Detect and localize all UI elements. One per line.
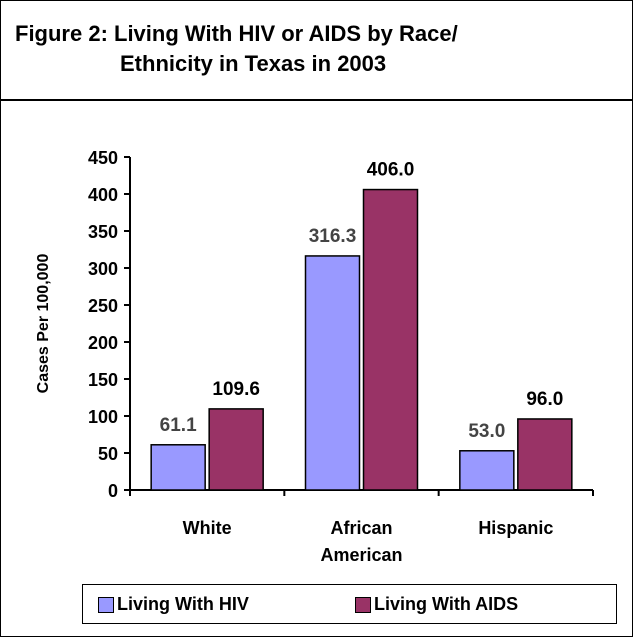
x-category-label: African bbox=[330, 518, 392, 538]
y-axis-label: Cases Per 100,000 bbox=[35, 254, 52, 394]
title-box: Figure 2: Living With HIV or AIDS by Rac… bbox=[1, 1, 632, 101]
data-label: 61.1 bbox=[160, 415, 197, 436]
y-tick-label: 100 bbox=[88, 407, 118, 427]
y-tick-label: 400 bbox=[88, 185, 118, 205]
bar-hiv bbox=[459, 450, 515, 491]
y-tick-label: 150 bbox=[88, 370, 118, 390]
chart-title-line-2: Ethnicity in Texas in 2003 bbox=[120, 51, 387, 76]
data-label: 96.0 bbox=[526, 389, 563, 410]
y-tick-label: 50 bbox=[98, 444, 118, 464]
y-tick-label: 200 bbox=[88, 333, 118, 353]
legend-label-aids: Living With AIDS bbox=[374, 594, 519, 614]
x-category-label: Hispanic bbox=[478, 518, 553, 538]
x-category-label: White bbox=[183, 518, 232, 538]
y-tick-label: 450 bbox=[88, 148, 118, 168]
legend-swatch-aids bbox=[355, 596, 371, 613]
bar-hiv bbox=[150, 444, 206, 491]
chart-title-line-1: Figure 2: Living With HIV or AIDS by Rac… bbox=[15, 21, 458, 46]
legend-item-hiv: Living With HIV bbox=[98, 594, 249, 615]
legend-swatch-hiv bbox=[98, 596, 114, 613]
bar-aids bbox=[208, 408, 264, 491]
data-label: 109.6 bbox=[212, 379, 260, 400]
legend-label-hiv: Living With HIV bbox=[117, 594, 249, 614]
y-tick-label: 0 bbox=[108, 481, 118, 501]
legend: Living With HIV Living With AIDS bbox=[82, 584, 617, 624]
data-label: 406.0 bbox=[367, 160, 415, 181]
legend-item-aids: Living With AIDS bbox=[355, 594, 518, 615]
bar-aids bbox=[517, 418, 573, 491]
data-label: 53.0 bbox=[468, 421, 505, 442]
x-category-label: American bbox=[320, 545, 402, 565]
y-tick-label: 350 bbox=[88, 222, 118, 242]
y-tick-label: 250 bbox=[88, 296, 118, 316]
bar-aids bbox=[362, 188, 419, 491]
bar-hiv bbox=[304, 255, 361, 491]
data-label: 316.3 bbox=[309, 226, 357, 247]
y-tick-label: 300 bbox=[88, 259, 118, 279]
